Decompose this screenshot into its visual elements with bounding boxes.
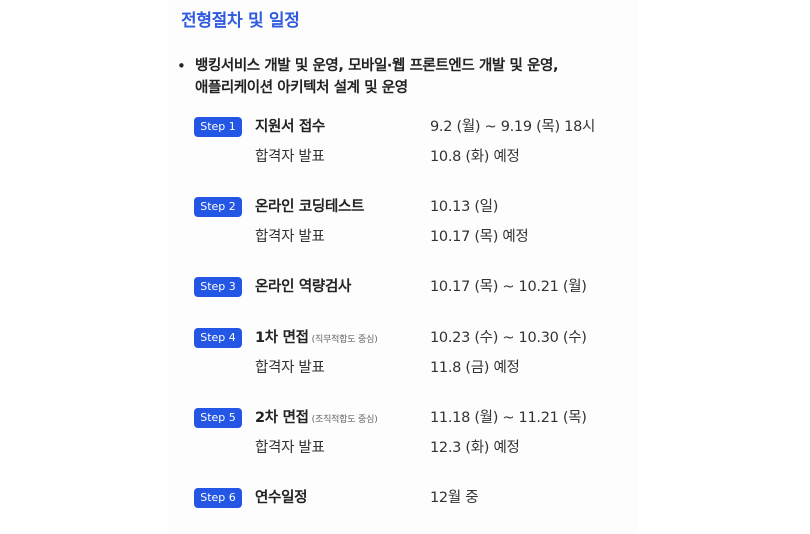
announcement-label: 합격자 발표 [255,229,325,245]
announcement-date: 12.3 (화) 예정 [430,440,520,456]
step-name: 2차 면접 (조직적합도 중심) [255,406,378,427]
step-name-text: 1차 면접 [255,330,309,346]
section-title: 전형절차 및 일정 [181,11,300,31]
announcement-date: 11.8 (금) 예정 [430,360,520,376]
step-name-text: 지원서 접수 [255,119,325,135]
step-badge: Step 6 [194,488,242,508]
content-panel [168,0,638,534]
step-date: 10.23 (수) ~ 10.30 (수) [430,330,587,346]
announcement-date: 10.8 (화) 예정 [430,149,520,165]
step-date: 11.18 (월) ~ 11.21 (목) [430,410,587,426]
step-date: 10.17 (목) ~ 10.21 (월) [430,279,587,295]
step-note: (직무적합도 중심) [311,335,378,345]
step-badge: Step 1 [194,117,242,137]
step-note: (조직적합도 중심) [311,415,378,425]
step-badge: Step 3 [194,277,242,297]
step-date: 10.13 (일) [430,199,499,215]
announcement-date: 10.17 (목) 예정 [430,229,529,245]
step-badge: Step 2 [194,197,242,217]
step-name-text: 연수일정 [255,490,308,506]
step-name-text: 온라인 역량검사 [255,279,352,295]
step-badge: Step 5 [194,408,242,428]
position-line-1: 뱅킹서비스 개발 및 운영, 모바일·웹 프론트엔드 개발 및 운영, [195,58,559,74]
announcement-label: 합격자 발표 [255,149,325,165]
step-date: 12월 중 [430,490,479,506]
step-date: 9.2 (월) ~ 9.19 (목) 18시 [430,119,596,135]
position-line-2: 애플리케이션 아키텍처 설계 및 운영 [195,80,408,96]
step-name: 연수일정 [255,486,307,507]
step-name: 지원서 접수 [255,115,325,136]
step-name: 온라인 코딩테스트 [255,195,364,216]
bullet-icon: • [177,57,186,75]
step-name-text: 온라인 코딩테스트 [255,199,365,215]
step-name: 1차 면접 (직무적합도 중심) [255,326,378,347]
position-description: 뱅킹서비스 개발 및 운영, 모바일·웹 프론트엔드 개발 및 운영, 애플리케… [195,55,615,99]
step-badge: Step 4 [194,328,242,348]
announcement-label: 합격자 발표 [255,440,325,456]
step-name-text: 2차 면접 [255,410,309,426]
announcement-label: 합격자 발표 [255,360,325,376]
step-name: 온라인 역량검사 [255,275,351,296]
